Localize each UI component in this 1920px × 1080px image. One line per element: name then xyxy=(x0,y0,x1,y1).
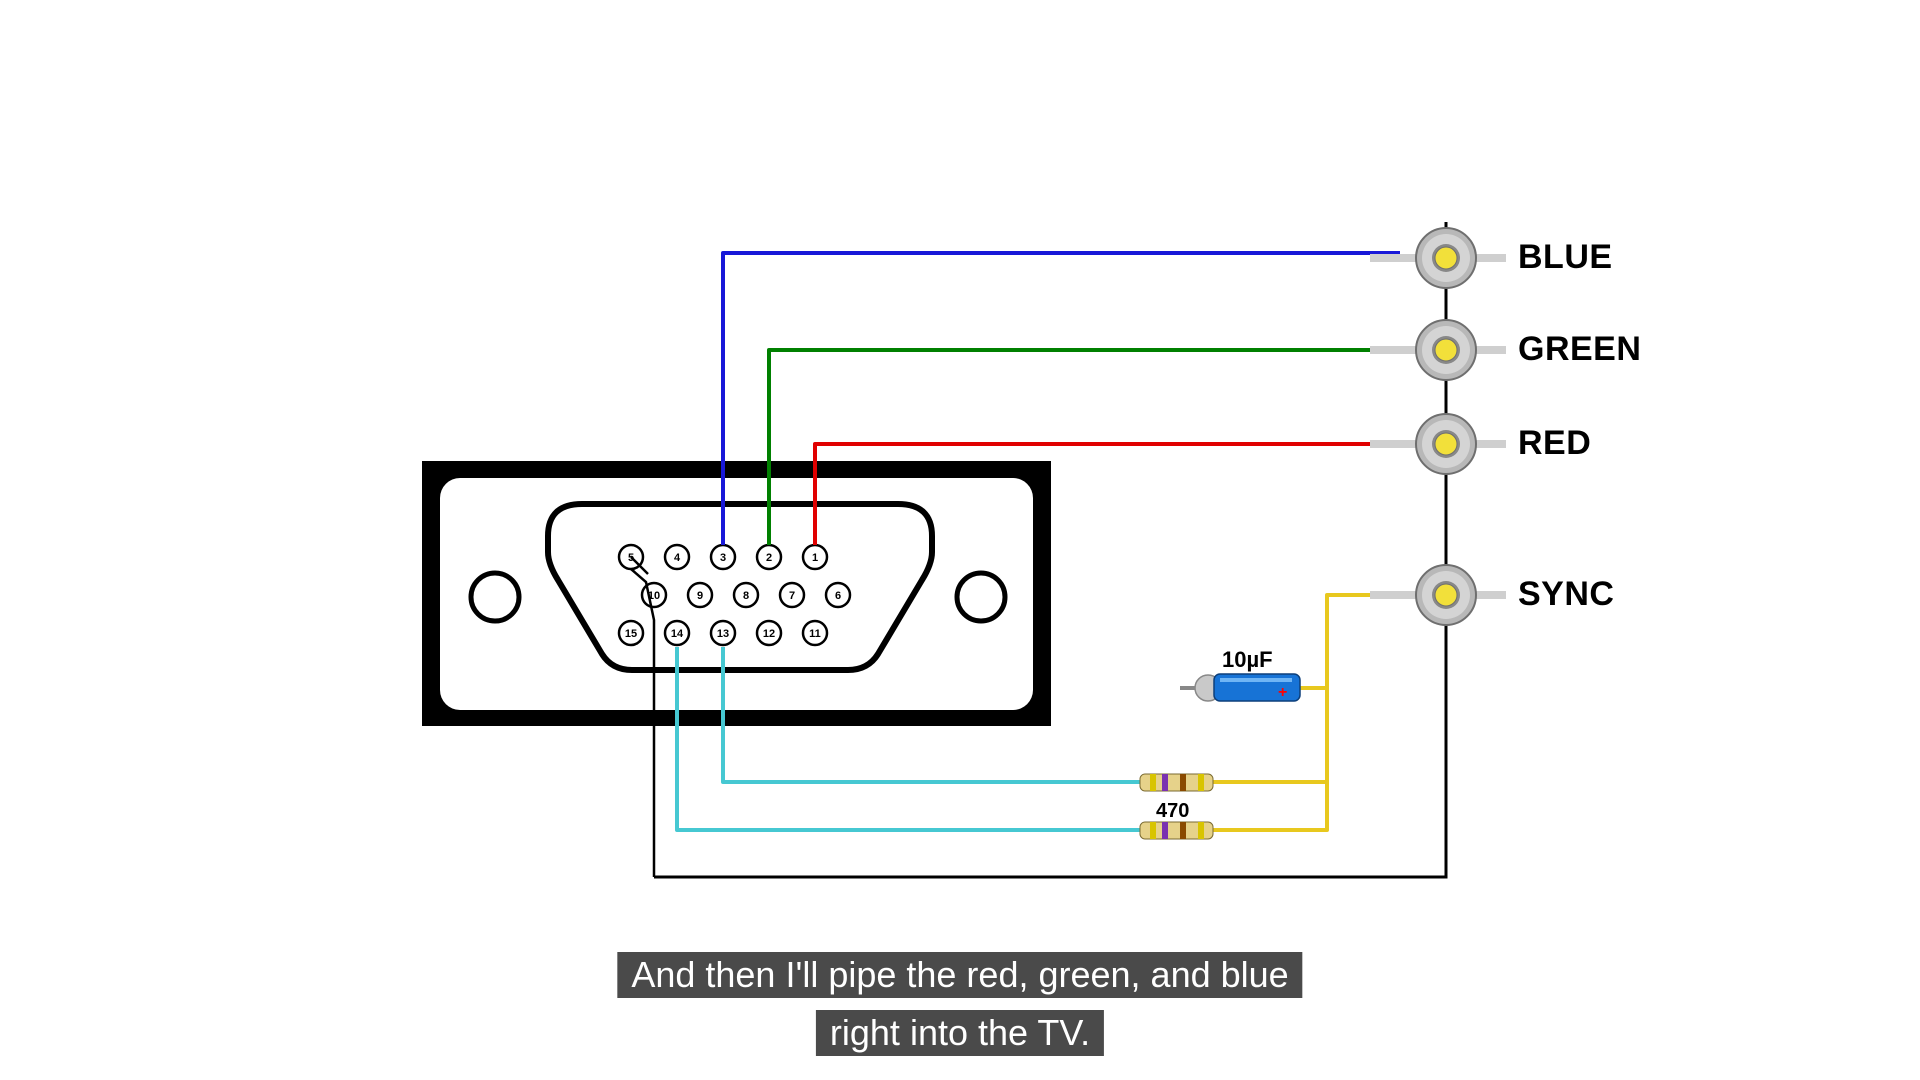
pin-label: 2 xyxy=(766,552,772,564)
capacitor-label: 10µF xyxy=(1222,647,1273,673)
pin-label: 15 xyxy=(625,628,637,640)
pin-label: 14 xyxy=(671,628,684,640)
resistor-band xyxy=(1162,774,1168,791)
pin-label: 1 xyxy=(812,552,818,564)
caption: right into the TV. xyxy=(816,1010,1104,1056)
pin-label: 13 xyxy=(717,628,729,640)
resistor-band xyxy=(1150,822,1156,839)
resistor-band xyxy=(1198,774,1204,791)
resistor-label: 470 xyxy=(1156,800,1189,823)
jack-center xyxy=(1435,247,1457,269)
resistor-band xyxy=(1162,822,1168,839)
resistor-band xyxy=(1150,774,1156,791)
label-green: GREEN xyxy=(1518,330,1641,369)
label-sync: SYNC xyxy=(1518,575,1614,614)
pin-label: 9 xyxy=(697,590,703,602)
pin-label: 11 xyxy=(809,628,821,640)
pin-label: 12 xyxy=(763,628,775,640)
pin-label: 4 xyxy=(674,552,681,564)
resistor-band xyxy=(1180,774,1186,791)
wire-yellow_r2 xyxy=(1213,782,1327,830)
pin-label: 7 xyxy=(789,590,795,602)
jack-center xyxy=(1435,584,1457,606)
mounting-hole xyxy=(471,573,519,621)
resistor-band xyxy=(1198,822,1204,839)
resistor-band xyxy=(1180,822,1186,839)
capacitor-polarity-icon: + xyxy=(1278,684,1287,701)
diagram-stage: 123456789101112131415+ And then I'll pip… xyxy=(0,0,1920,1080)
label-blue: BLUE xyxy=(1518,238,1613,277)
pin-label: 8 xyxy=(743,590,749,602)
wire-yellow_r1 xyxy=(1213,688,1327,782)
pin-label: 3 xyxy=(720,552,726,564)
mounting-hole xyxy=(957,573,1005,621)
jack-center xyxy=(1435,339,1457,361)
wiring-diagram-svg: 123456789101112131415+ xyxy=(0,0,1920,1080)
pin-label: 6 xyxy=(835,590,841,602)
caption: And then I'll pipe the red, green, and b… xyxy=(617,952,1302,998)
wire-yellow_cap xyxy=(1300,595,1400,688)
caption-line-2: right into the TV. xyxy=(816,1010,1104,1056)
caption-line-1: And then I'll pipe the red, green, and b… xyxy=(617,952,1302,998)
label-red: RED xyxy=(1518,424,1591,463)
jack-center xyxy=(1435,433,1457,455)
